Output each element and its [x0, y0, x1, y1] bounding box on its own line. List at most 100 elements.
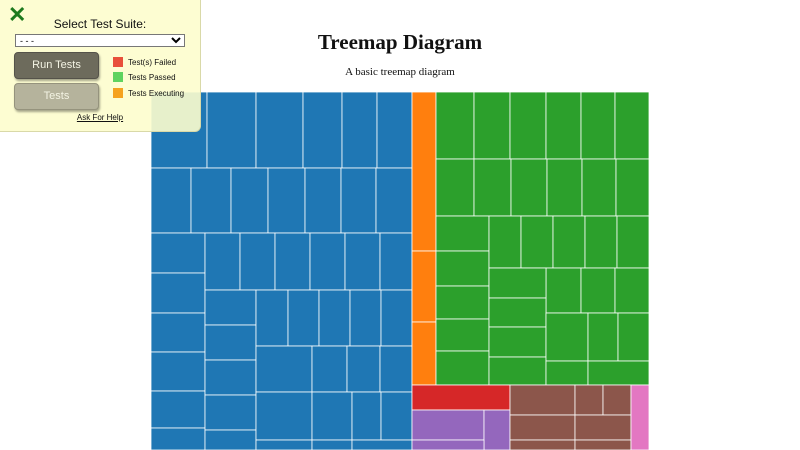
treemap-cell-blue [190, 167, 232, 234]
chart-title: Treemap Diagram [317, 30, 483, 54]
legend-passed: Tests Passed [113, 72, 176, 83]
suite-label: Select Test Suite: [53, 17, 147, 31]
test-suite-select[interactable]: - - - [15, 34, 185, 47]
treemap-cell-green [509, 91, 547, 160]
treemap-cell-green [435, 318, 490, 352]
treemap-cell-green [552, 215, 586, 269]
treemap-cell-brown [509, 384, 576, 416]
treemap-cell-blue [309, 232, 346, 291]
treemap-cell-blue [376, 91, 413, 169]
treemap-cell-green [580, 91, 616, 160]
legend-failed-label: Test(s) Failed [128, 58, 177, 67]
treemap-cell-green [520, 215, 554, 269]
treemap-cell-green [488, 356, 547, 386]
treemap-cell-blue [150, 427, 206, 450]
treemap-cell-blue [255, 439, 313, 450]
treemap-cell-green [488, 297, 547, 328]
treemap-cell-green [545, 312, 589, 362]
treemap-cell-green [488, 215, 522, 269]
treemap-cell-blue [255, 289, 289, 347]
treemap-cell-purple [411, 409, 485, 441]
treemap-cell-blue [344, 232, 381, 291]
treemap-cell-blue [340, 167, 377, 234]
treemap-cell-blue [287, 289, 320, 347]
treemap-cell-blue [239, 232, 276, 291]
treemap-cell-blue [304, 167, 342, 234]
treemap-cell-green [435, 158, 475, 217]
treemap-cell-blue [150, 312, 206, 353]
treemap-cell-brown [509, 439, 576, 450]
treemap-cell-blue [150, 167, 192, 234]
treemap-cell-blue [311, 391, 353, 441]
treemap-cell-purple [483, 409, 511, 450]
treemap-cell-blue [255, 391, 313, 441]
test-runner-panel: ✕ Select Test Suite: - - - Run Tests Tes… [0, 0, 201, 132]
treemap-cell-purple [411, 439, 485, 450]
treemap-cell-green [510, 158, 548, 217]
treemap-cell-blue [206, 91, 257, 169]
treemap-cell-blue [204, 289, 257, 326]
treemap-cell-blue [255, 91, 304, 169]
treemap-cell-blue [302, 91, 343, 169]
treemap-cell-blue [380, 289, 413, 347]
treemap-cell-blue [150, 272, 206, 314]
treemap-cell-blue [349, 289, 382, 347]
treemap-cell-green [545, 91, 582, 160]
treemap-cell-green [473, 158, 512, 217]
treemap-cell-green [614, 91, 650, 160]
treemap-cell-brown [509, 414, 576, 441]
treemap-cell-green [435, 285, 490, 320]
treemap-cell-brown [574, 384, 604, 416]
treemap-cell-blue [150, 390, 206, 429]
treemap-cell-blue [380, 391, 413, 441]
legend-passed-label: Tests Passed [128, 73, 176, 82]
treemap-cell-blue [204, 429, 257, 450]
legend-executing-swatch [113, 88, 123, 98]
treemap-cell-blue [318, 289, 351, 347]
treemap-cell-blue [379, 345, 413, 393]
treemap-cell-blue [204, 324, 257, 361]
treemap-cell-green [614, 267, 650, 314]
treemap-cell-blue [255, 345, 313, 393]
treemap-cell-brown [602, 384, 632, 416]
treemap-cell-green [615, 158, 650, 217]
treemap-cell-orange [411, 91, 437, 252]
treemap-cell-orange [411, 321, 437, 386]
legend-failed: Test(s) Failed [113, 57, 176, 68]
treemap-cell-blue [351, 391, 382, 441]
ask-for-help-link[interactable]: Ask For Help [76, 113, 124, 122]
run-tests-button[interactable]: Run Tests [14, 52, 99, 79]
treemap-cell-red [411, 384, 511, 411]
treemap-cell-blue [150, 351, 206, 392]
chart-subtitle: A basic treemap diagram [345, 66, 455, 78]
legend-executing-label: Tests Executing [128, 89, 185, 98]
treemap-cell-green [435, 215, 490, 252]
treemap-cell-blue [346, 345, 381, 393]
treemap-cell-blue [379, 232, 413, 291]
treemap-cell-pink [630, 384, 650, 450]
legend-executing: Tests Executing [113, 88, 184, 99]
treemap-cell-green [473, 91, 511, 160]
treemap-cell-blue [341, 91, 378, 169]
close-icon[interactable]: ✕ [8, 2, 27, 27]
treemap-cell-green [584, 215, 618, 269]
tests-button[interactable]: Tests [14, 83, 99, 110]
treemap-cell-green [545, 267, 582, 314]
treemap-cell-green [587, 312, 619, 362]
treemap-cell-blue [351, 439, 413, 450]
treemap-cell-green [616, 215, 650, 269]
treemap-cell-green [435, 350, 490, 386]
legend-failed-swatch [113, 57, 123, 67]
treemap-cell-blue [274, 232, 311, 291]
treemap-cell-green [488, 326, 547, 358]
treemap-cell-blue [311, 439, 353, 450]
treemap-cell-blue [204, 359, 257, 396]
treemap-cell-green [581, 158, 617, 217]
treemap-cell-brown [574, 414, 632, 441]
treemap-cell-blue [204, 394, 257, 431]
treemap-cell-green [435, 91, 475, 160]
treemap-cell-green [587, 360, 650, 386]
treemap-cell-green [545, 360, 589, 386]
treemap-cell-green [435, 250, 490, 287]
